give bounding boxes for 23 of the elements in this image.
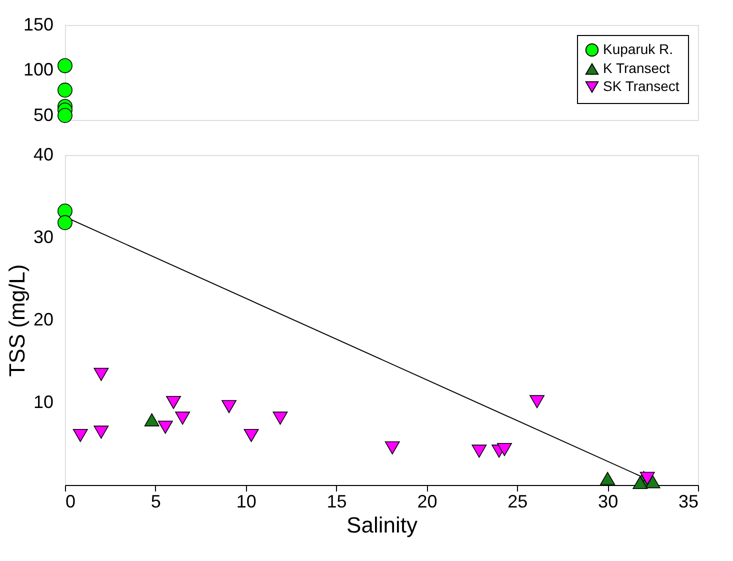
x-tick-label: 25: [508, 492, 528, 512]
y-tick-label: 150: [23, 14, 54, 34]
x-tick-label: 10: [236, 492, 256, 512]
legend-label: SK Transect: [603, 78, 680, 94]
y-axis-title: TSS (mg/L): [4, 264, 30, 377]
y-tick-label: 30: [33, 227, 54, 247]
x-axis-title: Salinity: [346, 512, 418, 538]
point: [58, 82, 72, 98]
x-tick-label: 15: [326, 492, 347, 512]
y-tick-label: 50: [33, 104, 54, 125]
y-tick-label: 10: [33, 392, 54, 412]
point: [58, 108, 72, 123]
y-tick-label: 40: [33, 144, 54, 164]
point: [58, 58, 72, 74]
y-tick-label: 20: [33, 310, 54, 330]
legend-label: K Transect: [603, 60, 670, 76]
x-tick-label: 20: [417, 492, 438, 512]
x-tick-label: 30: [598, 492, 618, 512]
legend-label: Kuparuk R.: [603, 41, 674, 57]
x-tick-label: 5: [150, 492, 161, 512]
x-tick-label: 35: [678, 492, 698, 512]
y-tick-label: 100: [23, 60, 54, 80]
x-tick-label: 0: [66, 492, 76, 512]
